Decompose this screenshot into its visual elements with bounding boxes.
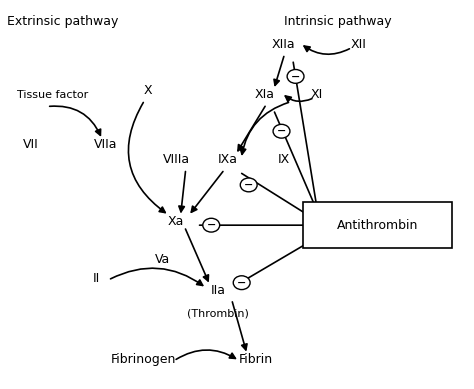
- Text: −: −: [277, 126, 286, 136]
- Text: IIa: IIa: [211, 284, 226, 297]
- Circle shape: [203, 218, 219, 232]
- Text: XIa: XIa: [255, 88, 275, 101]
- Text: −: −: [237, 278, 246, 288]
- Circle shape: [287, 70, 304, 83]
- Circle shape: [233, 276, 250, 289]
- Circle shape: [273, 124, 290, 138]
- Text: Extrinsic pathway: Extrinsic pathway: [8, 16, 119, 28]
- Text: −: −: [291, 72, 300, 81]
- Text: VIIIa: VIIIa: [163, 154, 190, 166]
- Text: II: II: [93, 272, 100, 286]
- Text: −: −: [244, 180, 254, 190]
- Text: XIIa: XIIa: [272, 39, 296, 51]
- Text: X: X: [144, 84, 152, 98]
- Text: IXa: IXa: [218, 154, 237, 166]
- Text: Xa: Xa: [168, 215, 184, 228]
- Circle shape: [240, 178, 257, 192]
- Text: Fibrin: Fibrin: [239, 353, 273, 366]
- Text: Tissue factor: Tissue factor: [17, 90, 88, 100]
- Text: Antithrombin: Antithrombin: [337, 219, 418, 232]
- FancyBboxPatch shape: [302, 202, 453, 248]
- Text: XI: XI: [310, 88, 323, 101]
- Text: VIIa: VIIa: [94, 138, 118, 151]
- Text: Fibrinogen: Fibrinogen: [110, 353, 176, 366]
- Text: (Thrombin): (Thrombin): [187, 308, 249, 318]
- Text: −: −: [207, 220, 216, 230]
- Text: Intrinsic pathway: Intrinsic pathway: [284, 16, 392, 28]
- Text: VII: VII: [23, 138, 39, 151]
- Text: Va: Va: [155, 253, 170, 266]
- Text: IX: IX: [278, 154, 290, 166]
- Text: XII: XII: [351, 39, 367, 51]
